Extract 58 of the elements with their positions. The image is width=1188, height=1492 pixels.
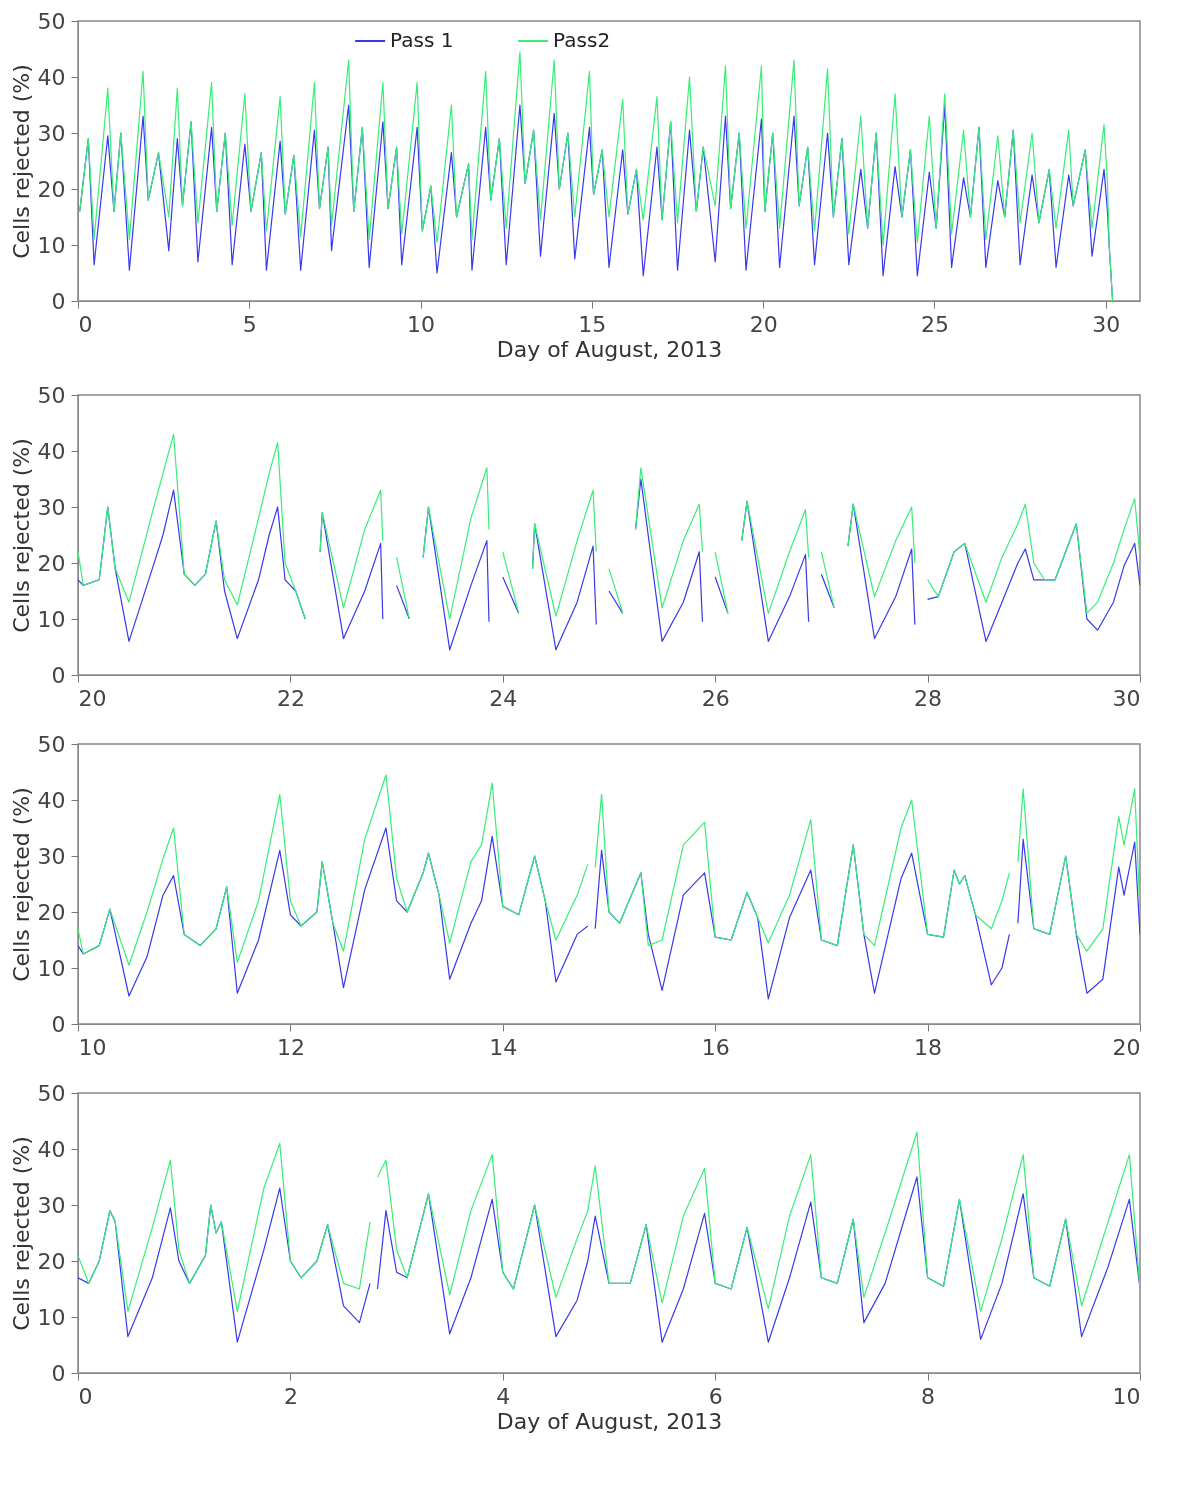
y-tick-label: 20 xyxy=(37,1248,66,1274)
x-axis-title: Day of August, 2013 xyxy=(496,1408,723,1434)
x-tick-label: 10 xyxy=(1112,1383,1141,1409)
y-axis-title: Cells rejected (%) xyxy=(8,438,34,633)
y-tick-label: 20 xyxy=(37,176,66,202)
y-tick-label: 30 xyxy=(37,494,66,520)
x-tick-label: 20 xyxy=(78,685,107,711)
y-tick-label: 30 xyxy=(37,843,66,869)
y-tick-label: 10 xyxy=(37,606,66,632)
y-tick-label: 10 xyxy=(37,232,66,258)
y-tick-label: 40 xyxy=(37,438,66,464)
x-tick-label: 20 xyxy=(749,311,778,337)
x-tick-label: 18 xyxy=(914,1034,943,1060)
x-tick-label: 10 xyxy=(78,1034,107,1060)
y-tick-label: 50 xyxy=(37,382,66,408)
x-tick-label: 5 xyxy=(242,311,257,337)
y-tick-label: 40 xyxy=(37,64,66,90)
y-tick-label: 50 xyxy=(37,731,66,757)
x-tick-label: 15 xyxy=(578,311,607,337)
x-tick-label: 10 xyxy=(407,311,436,337)
y-tick-label: 50 xyxy=(37,8,66,34)
y-axis-title: Cells rejected (%) xyxy=(8,1136,34,1331)
x-tick-label: 30 xyxy=(1092,311,1121,337)
x-tick-label: 0 xyxy=(78,311,93,337)
x-tick-label: 20 xyxy=(1112,1034,1141,1060)
x-tick-label: 22 xyxy=(276,685,305,711)
y-tick-label: 20 xyxy=(37,899,66,925)
x-tick-label: 16 xyxy=(701,1034,730,1060)
y-tick-label: 30 xyxy=(37,1192,66,1218)
y-tick-label: 40 xyxy=(37,1136,66,1162)
y-tick-label: 0 xyxy=(51,288,66,314)
x-tick-label: 26 xyxy=(701,685,730,711)
line-series xyxy=(79,51,1114,301)
x-tick-label: 0 xyxy=(78,1383,93,1409)
y-axis-title: Cells rejected (%) xyxy=(8,787,34,982)
x-tick-label: 28 xyxy=(914,685,943,711)
x-tick-label: 2 xyxy=(283,1383,298,1409)
legend-label: Pass 1 xyxy=(390,28,454,52)
x-tick-label: 6 xyxy=(708,1383,723,1409)
y-tick-label: 10 xyxy=(37,1304,66,1330)
y-tick-label: 40 xyxy=(37,787,66,813)
y-tick-label: 10 xyxy=(37,955,66,981)
x-tick-label: 12 xyxy=(276,1034,305,1060)
y-tick-label: 50 xyxy=(37,1080,66,1106)
x-axis-title: Day of August, 2013 xyxy=(496,336,723,362)
y-tick-label: 30 xyxy=(37,120,66,146)
x-tick-label: 14 xyxy=(489,1034,518,1060)
y-tick-label: 0 xyxy=(51,1360,66,1386)
y-tick-label: 20 xyxy=(37,550,66,576)
x-tick-label: 25 xyxy=(920,311,949,337)
legend-label: Pass2 xyxy=(553,28,611,52)
y-axis-title: Cells rejected (%) xyxy=(8,64,34,259)
y-tick-label: 0 xyxy=(51,1011,66,1037)
x-tick-label: 24 xyxy=(489,685,518,711)
x-tick-label: 4 xyxy=(496,1383,511,1409)
y-tick-label: 0 xyxy=(51,662,66,688)
x-tick-label: 30 xyxy=(1112,685,1141,711)
x-tick-label: 8 xyxy=(921,1383,936,1409)
